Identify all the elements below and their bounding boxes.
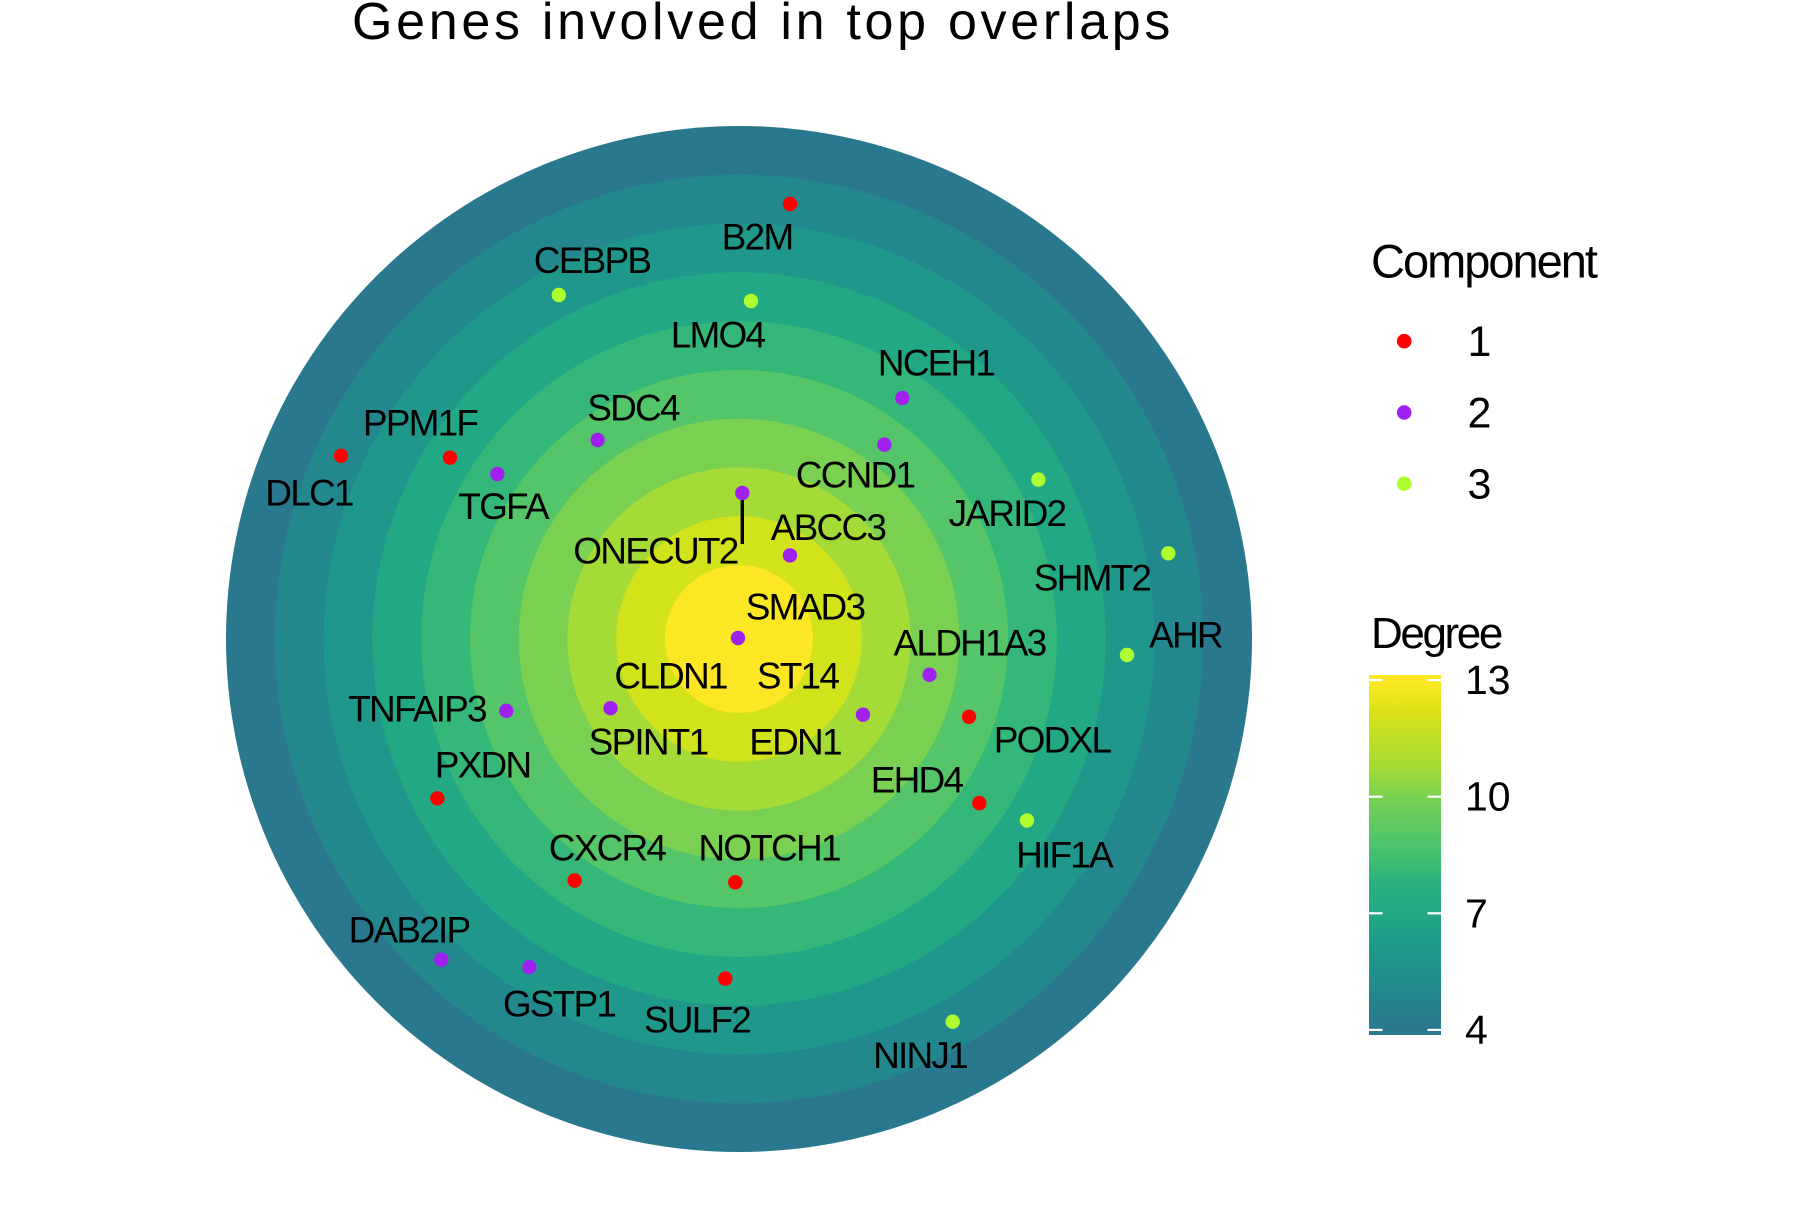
- svg-text:SPINT1: SPINT1: [589, 722, 708, 763]
- svg-text:PODXL: PODXL: [994, 720, 1112, 761]
- svg-text:CXCR4: CXCR4: [549, 828, 667, 869]
- svg-text:EDN1: EDN1: [749, 722, 841, 763]
- svg-text:Degree: Degree: [1371, 609, 1502, 658]
- svg-text:PXDN: PXDN: [435, 745, 531, 786]
- svg-text:DAB2IP: DAB2IP: [349, 910, 470, 951]
- svg-text:HIF1A: HIF1A: [1016, 835, 1114, 876]
- svg-text:ONECUT2: ONECUT2: [573, 531, 737, 572]
- svg-text:10: 10: [1465, 774, 1511, 820]
- svg-text:1: 1: [1468, 318, 1492, 366]
- svg-text:2: 2: [1468, 390, 1492, 438]
- svg-text:GSTP1: GSTP1: [503, 984, 616, 1025]
- svg-text:SMAD3: SMAD3: [746, 587, 865, 628]
- svg-text:ABCC3: ABCC3: [771, 507, 886, 548]
- svg-text:ALDH1A3: ALDH1A3: [894, 623, 1046, 664]
- svg-text:SDC4: SDC4: [587, 388, 680, 429]
- svg-text:Component: Component: [1371, 235, 1598, 288]
- svg-text:3: 3: [1468, 461, 1492, 509]
- svg-text:PPM1F: PPM1F: [363, 403, 479, 444]
- svg-text:NINJ1: NINJ1: [873, 1035, 967, 1076]
- svg-text:ST14: ST14: [757, 655, 839, 696]
- svg-text:NOTCH1: NOTCH1: [698, 828, 840, 869]
- svg-text:TGFA: TGFA: [458, 486, 550, 527]
- svg-text:LMO4: LMO4: [671, 315, 766, 356]
- svg-text:B2M: B2M: [722, 217, 793, 258]
- svg-text:4: 4: [1465, 1007, 1488, 1053]
- svg-text:CCND1: CCND1: [796, 455, 915, 496]
- svg-text:SHMT2: SHMT2: [1034, 558, 1151, 599]
- svg-text:CEBPB: CEBPB: [534, 240, 651, 281]
- svg-text:NCEH1: NCEH1: [878, 343, 995, 384]
- svg-text:JARID2: JARID2: [949, 493, 1066, 534]
- svg-text:TNFAIP3: TNFAIP3: [348, 689, 486, 730]
- svg-text:AHR: AHR: [1149, 615, 1222, 656]
- svg-text:CLDN1: CLDN1: [614, 655, 727, 696]
- svg-text:EHD4: EHD4: [871, 760, 964, 801]
- svg-text:7: 7: [1465, 890, 1488, 936]
- svg-text:DLC1: DLC1: [265, 473, 353, 514]
- svg-text:SULF2: SULF2: [644, 1000, 750, 1041]
- svg-text:Genes involved in top overlaps: Genes involved in top overlaps: [352, 0, 1174, 51]
- svg-text:13: 13: [1465, 657, 1511, 703]
